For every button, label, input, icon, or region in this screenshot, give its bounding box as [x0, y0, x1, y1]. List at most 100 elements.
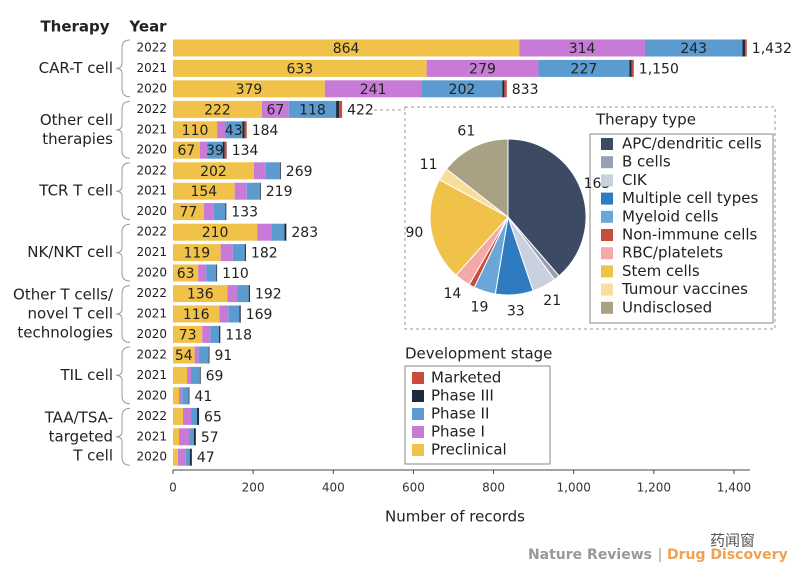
bar-segment: [191, 407, 198, 425]
pie-legend-label: APC/dendritic cells: [622, 135, 762, 153]
year-label: 2022: [136, 409, 167, 423]
pie-legend-swatch: [601, 192, 613, 205]
bar-segment: [173, 387, 180, 405]
total-label: 47: [197, 450, 215, 466]
bar-segment: [225, 203, 227, 221]
bar-segment: [173, 448, 178, 466]
value-label: 39: [206, 143, 224, 159]
bracket: [115, 162, 131, 221]
year-label: 2020: [136, 143, 167, 157]
pie-slice: [429, 179, 509, 276]
bar-segment: [179, 387, 183, 405]
year-label: 2020: [136, 388, 167, 402]
pie-value-label: 21: [543, 293, 561, 309]
total-label: 192: [255, 287, 282, 303]
group-label: Other T cells/: [13, 286, 114, 304]
pie-legend-swatch: [601, 174, 613, 187]
source-separator: |: [658, 547, 663, 563]
bar-segment: [629, 59, 632, 77]
total-label: 422: [347, 102, 374, 118]
group-label: TAA/TSA-: [44, 408, 113, 426]
value-label: 118: [299, 102, 326, 118]
bar-segment: [189, 448, 192, 466]
group-label: Other cell: [40, 111, 113, 129]
bracket: [115, 407, 131, 466]
value-label: 210: [202, 225, 229, 241]
bar-segment: [173, 428, 180, 446]
bar-segment: [645, 39, 743, 57]
year-label: 2020: [136, 327, 167, 341]
value-label: 314: [569, 41, 596, 57]
group-label: novel T cell: [28, 305, 113, 323]
pie-legend-label: RBC/platelets: [622, 244, 723, 262]
year-label: 2021: [136, 245, 167, 259]
pie-value-label: 19: [471, 300, 489, 316]
source-journal: Nature Reviews: [528, 547, 652, 563]
group-label: CAR-T cell: [39, 59, 113, 77]
pie-legend-swatch: [601, 301, 613, 314]
bar-segment: [271, 223, 285, 241]
pie-legend-label: Multiple cell types: [622, 189, 758, 207]
bar-segment: [324, 80, 422, 98]
bar-segment: [248, 285, 250, 303]
bar-segment: [224, 141, 227, 159]
pie-legend-box: [589, 133, 774, 324]
legend-label: Marketed: [431, 369, 501, 387]
value-label: 202: [449, 82, 476, 98]
bar-segment: [199, 366, 201, 384]
bar-segment: [244, 244, 246, 262]
bar-segment: [182, 387, 189, 405]
x-axis-label: Number of records: [385, 508, 525, 526]
pie-legend-swatch: [601, 229, 613, 241]
bar-segment: [187, 366, 192, 384]
bar-segment: [173, 203, 204, 221]
legend-label: Phase II: [431, 405, 489, 423]
year-label: 2021: [136, 122, 167, 136]
legend-swatch: [412, 372, 424, 384]
bar-segment: [246, 182, 260, 200]
bar-segment: [208, 346, 210, 364]
bar-segment: [173, 162, 254, 180]
value-label: 63: [177, 266, 195, 282]
x-tick-label: 1,200: [637, 481, 671, 495]
bar-segment: [203, 203, 214, 221]
year-label: 2021: [136, 61, 167, 75]
pie-legend-label: Stem cells: [622, 262, 700, 280]
x-tick-label: 200: [242, 481, 265, 495]
bar-segment: [194, 346, 199, 364]
value-label: 227: [571, 61, 598, 77]
bar-segment: [279, 162, 281, 180]
bar-segment: [339, 100, 343, 118]
group-label: T cell: [72, 446, 113, 464]
year-label: 2022: [136, 286, 167, 300]
bracket: [115, 223, 131, 282]
bar-segment: [220, 244, 233, 262]
group-label: TCR T cell: [38, 182, 113, 200]
total-label: 91: [214, 348, 232, 364]
year-label: 2021: [136, 184, 167, 198]
pie-legend-label: Tumour vaccines: [621, 280, 748, 298]
total-label: 182: [251, 246, 278, 262]
bar-segment: [197, 407, 200, 425]
bar-segment: [253, 162, 266, 180]
bar-segment: [185, 448, 190, 466]
year-label: 2022: [136, 163, 167, 177]
pie-legend-label: B cells: [622, 153, 671, 171]
legend-swatch: [412, 390, 424, 402]
bar-segment: [173, 223, 258, 241]
group-label: technologies: [17, 324, 113, 342]
legend-label: Phase III: [431, 387, 494, 405]
bar-segment: [244, 121, 247, 139]
bar-segment: [173, 366, 188, 384]
value-label: 202: [200, 164, 227, 180]
bar-segment: [219, 305, 229, 323]
bar-segment: [193, 428, 196, 446]
total-label: 118: [225, 327, 252, 343]
total-label: 1,150: [639, 61, 679, 77]
bracket: [115, 285, 131, 343]
pie-legend-swatch: [601, 156, 613, 169]
bar-segment: [173, 285, 228, 303]
pie-legend-swatch: [601, 138, 613, 150]
value-label: 279: [469, 61, 496, 77]
bar-segment: [538, 59, 630, 77]
